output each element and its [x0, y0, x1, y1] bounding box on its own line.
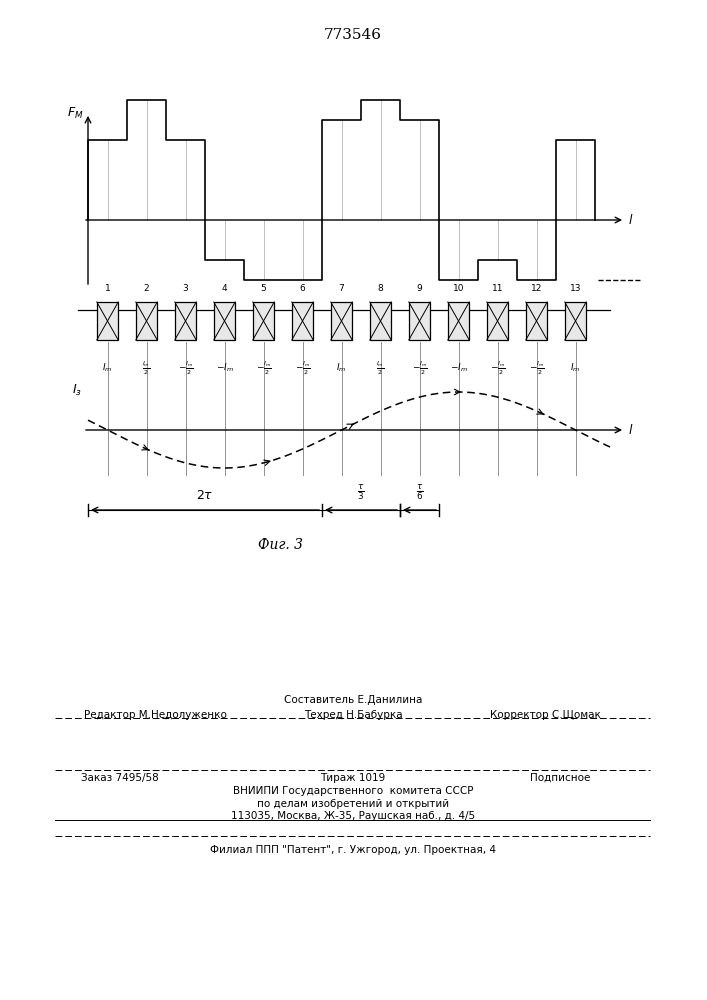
Text: 11: 11	[492, 284, 503, 293]
Bar	[175, 302, 197, 340]
Text: 773546: 773546	[324, 28, 382, 42]
Bar	[409, 302, 431, 340]
Text: $F_M$: $F_M$	[67, 105, 84, 121]
Bar	[487, 302, 508, 340]
Text: Составитель Е.Данилина: Составитель Е.Данилина	[284, 695, 422, 705]
Text: Филиал ППП "Патент", г. Ужгород, ул. Проектная, 4: Филиал ППП "Патент", г. Ужгород, ул. Про…	[210, 845, 496, 855]
Text: Подписное: Подписное	[530, 773, 590, 783]
Text: Фиг. 3: Фиг. 3	[257, 538, 303, 552]
Text: Редактор М.Недолуженко: Редактор М.Недолуженко	[83, 710, 226, 720]
Bar	[565, 302, 586, 340]
Text: $-\frac{I_m}{2}$: $-\frac{I_m}{2}$	[295, 359, 310, 377]
Bar	[526, 302, 547, 340]
Text: $\frac{I_m}{2}$: $\frac{I_m}{2}$	[142, 359, 151, 377]
Bar	[331, 302, 352, 340]
Bar	[136, 302, 157, 340]
Text: $\frac{I_m}{2}$: $\frac{I_m}{2}$	[376, 359, 385, 377]
Text: $I_m$: $I_m$	[103, 362, 112, 374]
Text: $\frac{\tau}{6}$: $\frac{\tau}{6}$	[416, 483, 423, 502]
Text: 113035, Москва, Ж-35, Раушская наб., д. 4/5: 113035, Москва, Ж-35, Раушская наб., д. …	[231, 811, 475, 821]
Text: $I_m$: $I_m$	[571, 362, 580, 374]
Text: $I_m$: $I_m$	[337, 362, 346, 374]
Text: ВНИИПИ Государственного  комитета СССР: ВНИИПИ Государственного комитета СССР	[233, 786, 473, 796]
Text: $-\frac{I_m}{2}$: $-\frac{I_m}{2}$	[529, 359, 544, 377]
Text: Корректор С.Щомак: Корректор С.Щомак	[489, 710, 600, 720]
Text: 7: 7	[339, 284, 344, 293]
Text: 10: 10	[452, 284, 464, 293]
Text: по делам изобретений и открытий: по делам изобретений и открытий	[257, 799, 449, 809]
Bar	[370, 302, 391, 340]
Bar	[214, 302, 235, 340]
Text: $l$: $l$	[628, 423, 633, 437]
Text: 9: 9	[416, 284, 422, 293]
Text: 12: 12	[531, 284, 542, 293]
Text: Тираж 1019: Тираж 1019	[320, 773, 385, 783]
Text: Заказ 7495/58: Заказ 7495/58	[81, 773, 159, 783]
Text: $I_з$: $I_з$	[72, 382, 82, 398]
Text: 2: 2	[144, 284, 149, 293]
Text: 1: 1	[105, 284, 110, 293]
Bar	[292, 302, 313, 340]
Text: $-\frac{I_m}{2}$: $-\frac{I_m}{2}$	[177, 359, 194, 377]
Text: $-\frac{I_m}{2}$: $-\frac{I_m}{2}$	[411, 359, 428, 377]
Text: 6: 6	[300, 284, 305, 293]
Text: 4: 4	[222, 284, 228, 293]
Text: 3: 3	[182, 284, 188, 293]
Text: Техред Н.Бабурка: Техред Н.Бабурка	[304, 710, 402, 720]
Text: $-\frac{I_m}{2}$: $-\frac{I_m}{2}$	[489, 359, 506, 377]
Text: 5: 5	[261, 284, 267, 293]
Bar	[253, 302, 274, 340]
Text: $-\frac{I_m}{2}$: $-\frac{I_m}{2}$	[255, 359, 271, 377]
Text: 8: 8	[378, 284, 383, 293]
Text: $-I_m$: $-I_m$	[216, 362, 233, 374]
Text: 13: 13	[570, 284, 581, 293]
Text: $2\tau$: $2\tau$	[197, 489, 214, 502]
Text: $l$: $l$	[628, 213, 633, 227]
Text: $\frac{\tau}{3}$: $\frac{\tau}{3}$	[357, 483, 365, 502]
Bar	[97, 302, 118, 340]
Text: $-I_m$: $-I_m$	[450, 362, 467, 374]
Bar	[448, 302, 469, 340]
